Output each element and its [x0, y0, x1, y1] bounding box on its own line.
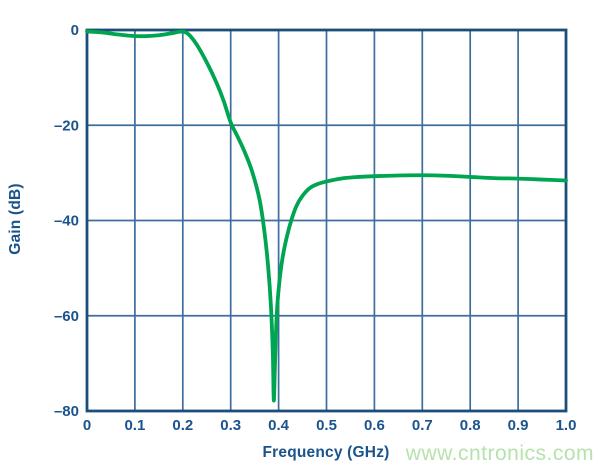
y-axis-title: Gain (dB) [7, 183, 24, 255]
watermark-text: www.cntronics.com [405, 442, 594, 465]
y-tick-label: –60 [54, 308, 79, 325]
x-tick-label: 0.3 [220, 417, 241, 434]
x-tick-label: 1.0 [556, 417, 577, 434]
x-tick-label: 0 [83, 417, 91, 434]
x-tick-label: 0.7 [412, 417, 433, 434]
x-tick-label: 0.5 [316, 417, 337, 434]
gain-curve [85, 29, 568, 403]
x-tick-label: 0.2 [172, 417, 193, 434]
x-tick-label: 0.4 [268, 417, 290, 434]
y-tick-label: –20 [54, 117, 79, 134]
x-axis-title: Frequency (GHz) [262, 444, 390, 461]
y-tick-label: –40 [54, 213, 79, 230]
x-tick-label: 0.6 [364, 417, 385, 434]
x-tick-label: 0.1 [124, 417, 145, 434]
x-tick-label: 0.9 [508, 417, 529, 434]
x-tick-label: 0.8 [460, 417, 481, 434]
y-tick-label: –80 [54, 403, 79, 420]
y-tick-label: 0 [71, 22, 79, 39]
plot-border [85, 28, 568, 413]
